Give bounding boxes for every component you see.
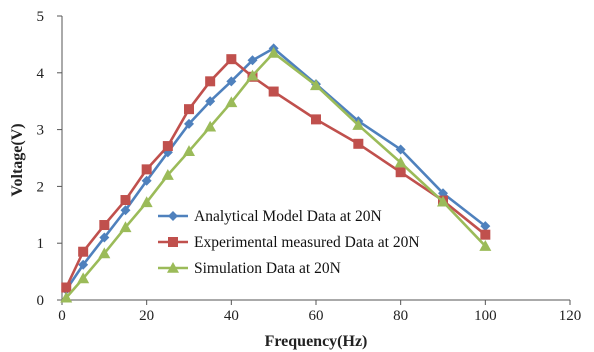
- y-axis-title: Voltage(V): [9, 123, 26, 196]
- data-point: [78, 246, 89, 257]
- data-point: [141, 175, 152, 186]
- data-point: [353, 138, 364, 149]
- x-tick-label: 120: [559, 308, 582, 324]
- x-tick-label: 20: [139, 308, 154, 324]
- data-point: [352, 119, 365, 130]
- y-tick-label: 0: [37, 293, 45, 309]
- y-tick-label: 1: [37, 236, 45, 252]
- series-line: [65, 47, 487, 291]
- y-tick-label: 4: [37, 66, 45, 82]
- data-point: [225, 96, 238, 108]
- x-tick-label: 80: [393, 308, 408, 324]
- data-point: [394, 156, 407, 168]
- y-tick-label: 3: [37, 123, 45, 139]
- data-point: [480, 229, 491, 240]
- series-square: [61, 54, 491, 293]
- series-line: [65, 51, 487, 299]
- series-triangle: [60, 46, 492, 303]
- data-point: [141, 164, 152, 175]
- data-point: [311, 114, 321, 125]
- legend-marker: [167, 262, 179, 273]
- data-point: [183, 145, 195, 156]
- x-tick-label: 0: [58, 308, 66, 324]
- data-point: [77, 272, 90, 284]
- x-tick-label: 40: [224, 308, 239, 324]
- data-point: [99, 220, 110, 231]
- data-point: [226, 76, 237, 87]
- data-point: [204, 120, 217, 132]
- x-tick-label: 100: [474, 308, 497, 324]
- legend-marker: [168, 237, 178, 247]
- data-point: [480, 221, 491, 232]
- y-axis-ticks: 0 1 2 3 4 5: [37, 9, 62, 309]
- legend-item: Analytical Model Data at 20N: [158, 208, 382, 225]
- data-point: [99, 232, 110, 243]
- data-point: [140, 196, 153, 208]
- data-point: [246, 69, 259, 81]
- data-point: [161, 169, 174, 180]
- data-point: [120, 195, 131, 206]
- data-point: [60, 291, 73, 303]
- data-point: [310, 79, 322, 91]
- legend-item: Experimental measured Data at 20N: [158, 234, 420, 251]
- y-tick-label: 2: [37, 179, 45, 195]
- chart-axes: [61, 16, 570, 301]
- data-point: [395, 167, 406, 178]
- x-axis-title: Frequency(Hz): [265, 333, 368, 350]
- data-point: [184, 118, 194, 129]
- legend-label: Simulation Data at 20N: [194, 260, 341, 277]
- legend-label: Analytical Model Data at 20N: [194, 208, 382, 225]
- data-point: [184, 104, 194, 115]
- series-line: [65, 57, 487, 289]
- data-point: [479, 240, 492, 251]
- legend-label: Experimental measured Data at 20N: [194, 234, 420, 251]
- data-point: [205, 76, 216, 87]
- legend-item: Simulation Data at 20N: [158, 260, 341, 277]
- data-point: [437, 195, 449, 207]
- data-point: [78, 259, 89, 270]
- data-point: [226, 54, 237, 65]
- data-point: [268, 86, 279, 97]
- data-point: [395, 144, 406, 155]
- data-point: [120, 205, 131, 216]
- legend: Analytical Model Data at 20N Experimental…: [158, 208, 420, 277]
- x-axis-ticks: 0 20 40 60 80 100 120: [58, 300, 581, 324]
- data-point: [61, 282, 72, 293]
- data-point: [267, 46, 280, 58]
- data-point: [98, 247, 111, 259]
- series-diamond: [61, 43, 491, 295]
- data-point: [162, 141, 173, 152]
- legend-marker: [168, 211, 178, 221]
- x-tick-label: 60: [309, 308, 324, 324]
- data-point: [119, 221, 132, 233]
- y-tick-label: 5: [37, 9, 45, 25]
- series-layer: [60, 43, 492, 303]
- data-point: [247, 55, 258, 66]
- data-point: [205, 96, 216, 107]
